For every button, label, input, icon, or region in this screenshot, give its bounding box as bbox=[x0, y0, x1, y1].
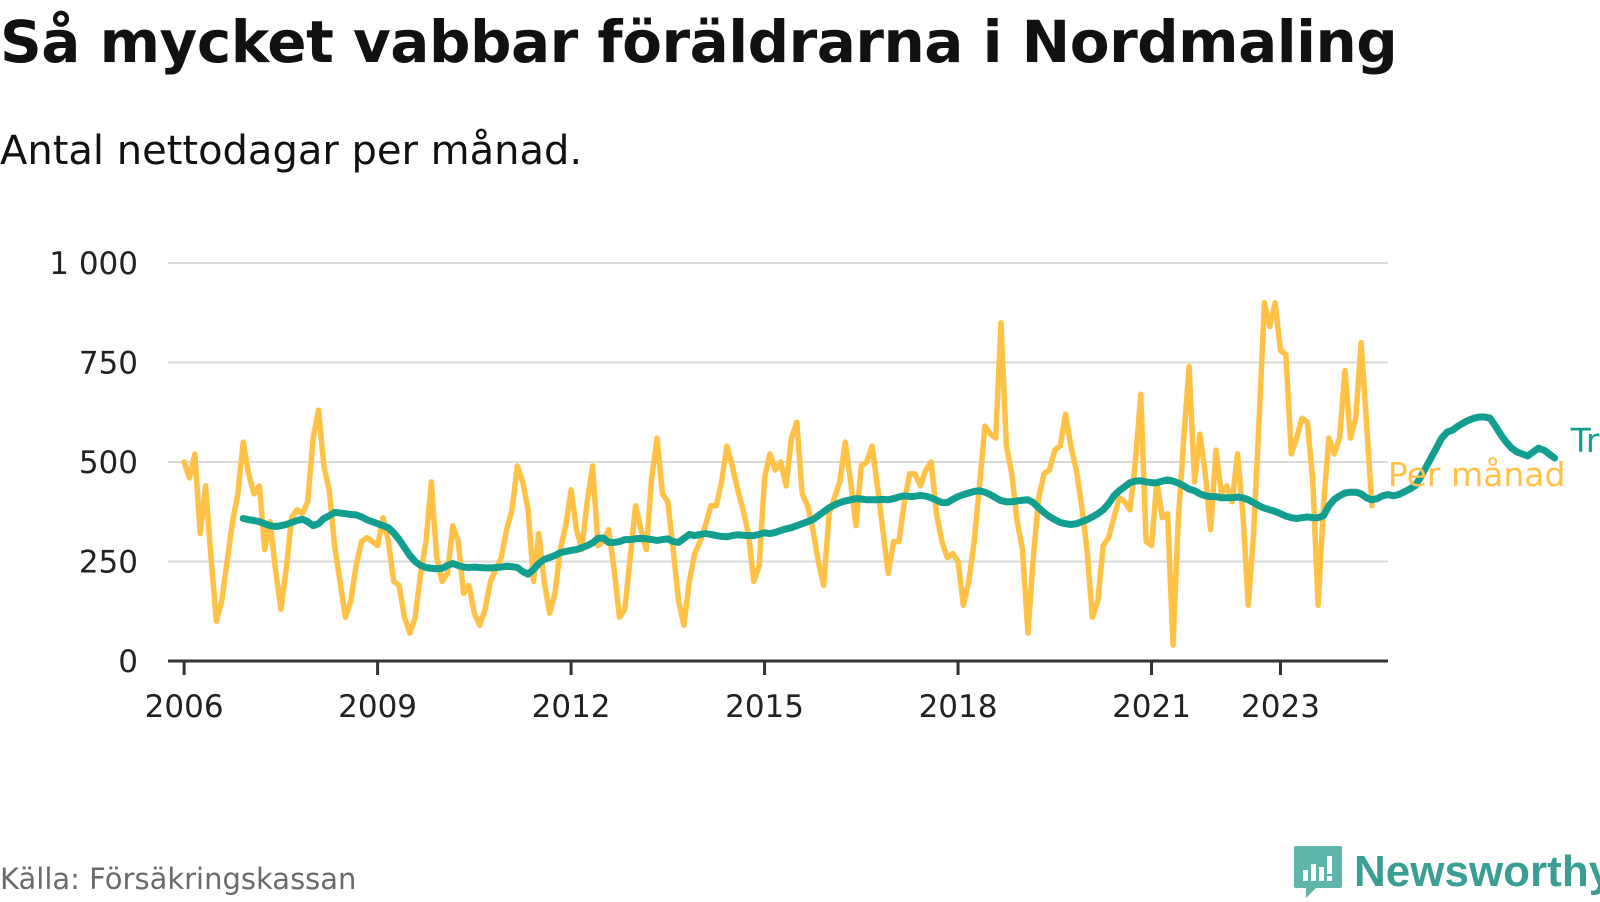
source-note: Källa: Försäkringskassan bbox=[0, 862, 357, 896]
chart-title: Så mycket vabbar föräldrarna i Nordmalin… bbox=[0, 8, 1398, 76]
y-tick-label: 250 bbox=[79, 545, 138, 581]
monthly-label: Per månad bbox=[1388, 455, 1566, 494]
series-lines bbox=[181, 300, 1559, 648]
trend-label: Trend bbox=[1570, 421, 1600, 460]
chart-subtitle: Antal nettodagar per månad. bbox=[0, 128, 583, 174]
y-axis-tick-labels: 0 250 500 750 1 000 bbox=[49, 246, 138, 680]
brand-name: Newsworthy bbox=[1354, 847, 1600, 896]
y-tick-label: 0 bbox=[118, 644, 138, 680]
trend-line bbox=[239, 413, 1559, 578]
y-tick-label: 500 bbox=[79, 445, 138, 481]
y-tick-label: 1 000 bbox=[49, 246, 138, 282]
x-tick-label: 2021 bbox=[1112, 689, 1191, 725]
newsworthy-logo-icon bbox=[1294, 846, 1342, 898]
monthly-line bbox=[181, 300, 1375, 648]
x-tick-label: 2018 bbox=[919, 689, 998, 725]
x-tick-label: 2006 bbox=[145, 689, 224, 725]
series-end-labels: TrendPer månad bbox=[1388, 421, 1600, 494]
brand-logo[interactable]: Newsworthy bbox=[1292, 842, 1600, 902]
y-tick-label: 750 bbox=[79, 346, 138, 382]
x-axis: 2006 2009 2012 2015 2018 2021 2023 bbox=[145, 659, 1388, 725]
x-tick-label: 2012 bbox=[532, 689, 611, 725]
x-tick-label: 2009 bbox=[338, 689, 417, 725]
x-tick-label: 2015 bbox=[725, 689, 804, 725]
x-tick-label: 2023 bbox=[1241, 689, 1320, 725]
